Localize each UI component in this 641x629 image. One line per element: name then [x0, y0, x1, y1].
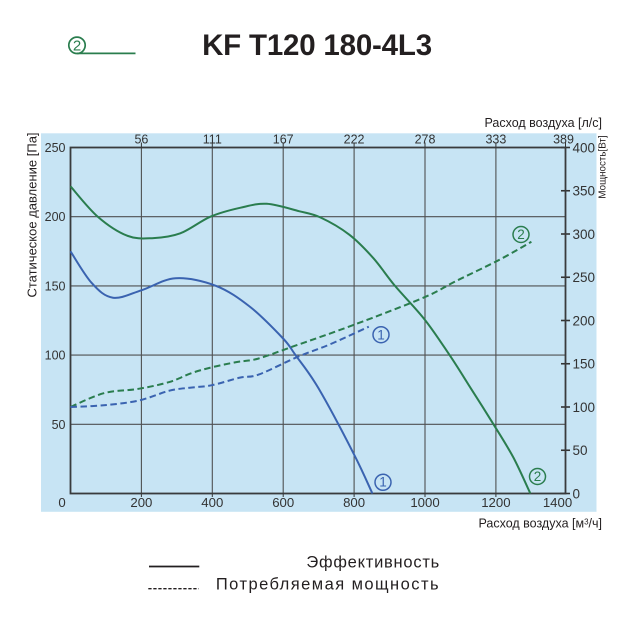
svg-text:1: 1 — [379, 475, 387, 490]
svg-text:56: 56 — [134, 133, 148, 147]
svg-text:150: 150 — [45, 279, 66, 293]
svg-text:Статическое давление [Па]: Статическое давление [Па] — [25, 132, 40, 297]
svg-text:167: 167 — [273, 133, 294, 147]
svg-text:50: 50 — [573, 443, 588, 458]
svg-text:350: 350 — [573, 184, 596, 199]
svg-text:1000: 1000 — [410, 495, 439, 510]
svg-text:278: 278 — [415, 133, 436, 147]
svg-text:0: 0 — [58, 495, 65, 510]
svg-text:50: 50 — [52, 418, 66, 432]
svg-text:389: 389 — [553, 133, 574, 147]
svg-text:111: 111 — [203, 133, 222, 147]
svg-text:2: 2 — [534, 469, 542, 484]
svg-text:1200: 1200 — [481, 495, 510, 510]
svg-text:800: 800 — [343, 495, 365, 510]
svg-text:200: 200 — [130, 495, 152, 510]
svg-text:Мощность[Вт]: Мощность[Вт] — [598, 135, 609, 199]
svg-text:1: 1 — [377, 327, 385, 342]
svg-text:333: 333 — [485, 133, 506, 147]
svg-text:300: 300 — [573, 227, 596, 242]
svg-text:200: 200 — [45, 210, 66, 224]
svg-text:2: 2 — [73, 38, 81, 55]
svg-text:600: 600 — [272, 495, 294, 510]
svg-text:222: 222 — [344, 133, 365, 147]
svg-text:250: 250 — [573, 270, 596, 285]
svg-text:KF T120 180-4L3: KF T120 180-4L3 — [202, 29, 432, 62]
svg-text:Эффективность: Эффективность — [306, 554, 440, 572]
svg-text:150: 150 — [573, 357, 596, 372]
svg-text:Расход воздуха [м3/ч]: Расход воздуха [м3/ч] — [478, 517, 602, 531]
svg-text:Потребляемая мощность: Потребляемая мощность — [216, 576, 440, 594]
svg-text:Расход воздуха [л/с]: Расход воздуха [л/с] — [485, 116, 603, 130]
svg-text:0: 0 — [573, 486, 581, 501]
svg-text:2: 2 — [517, 227, 525, 242]
svg-text:100: 100 — [45, 349, 66, 363]
svg-text:400: 400 — [573, 140, 596, 155]
svg-text:200: 200 — [573, 313, 596, 328]
svg-text:400: 400 — [201, 495, 223, 510]
svg-text:1400: 1400 — [543, 495, 572, 510]
svg-text:250: 250 — [45, 141, 66, 155]
svg-text:100: 100 — [573, 400, 596, 415]
